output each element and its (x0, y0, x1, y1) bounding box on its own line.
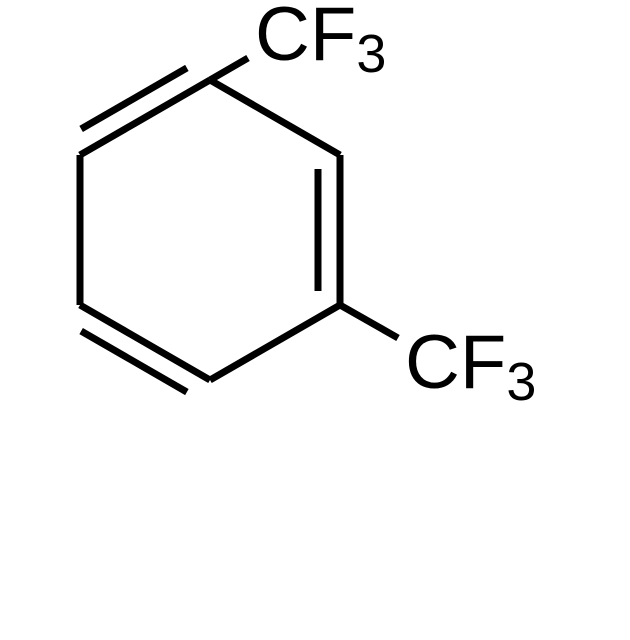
cf3-top-label: CF3 (255, 0, 386, 84)
molecule-diagram: CF3 CF3 (0, 0, 630, 640)
ring-bond (210, 80, 340, 155)
bond-to-cf3-bottom (340, 305, 398, 338)
ring-bond (210, 305, 340, 380)
ring-bond-inner (81, 331, 187, 392)
cf3-bottom-label: CF3 (405, 320, 536, 412)
ring-bond-inner (81, 68, 187, 129)
bond-to-cf3-top (210, 58, 248, 80)
